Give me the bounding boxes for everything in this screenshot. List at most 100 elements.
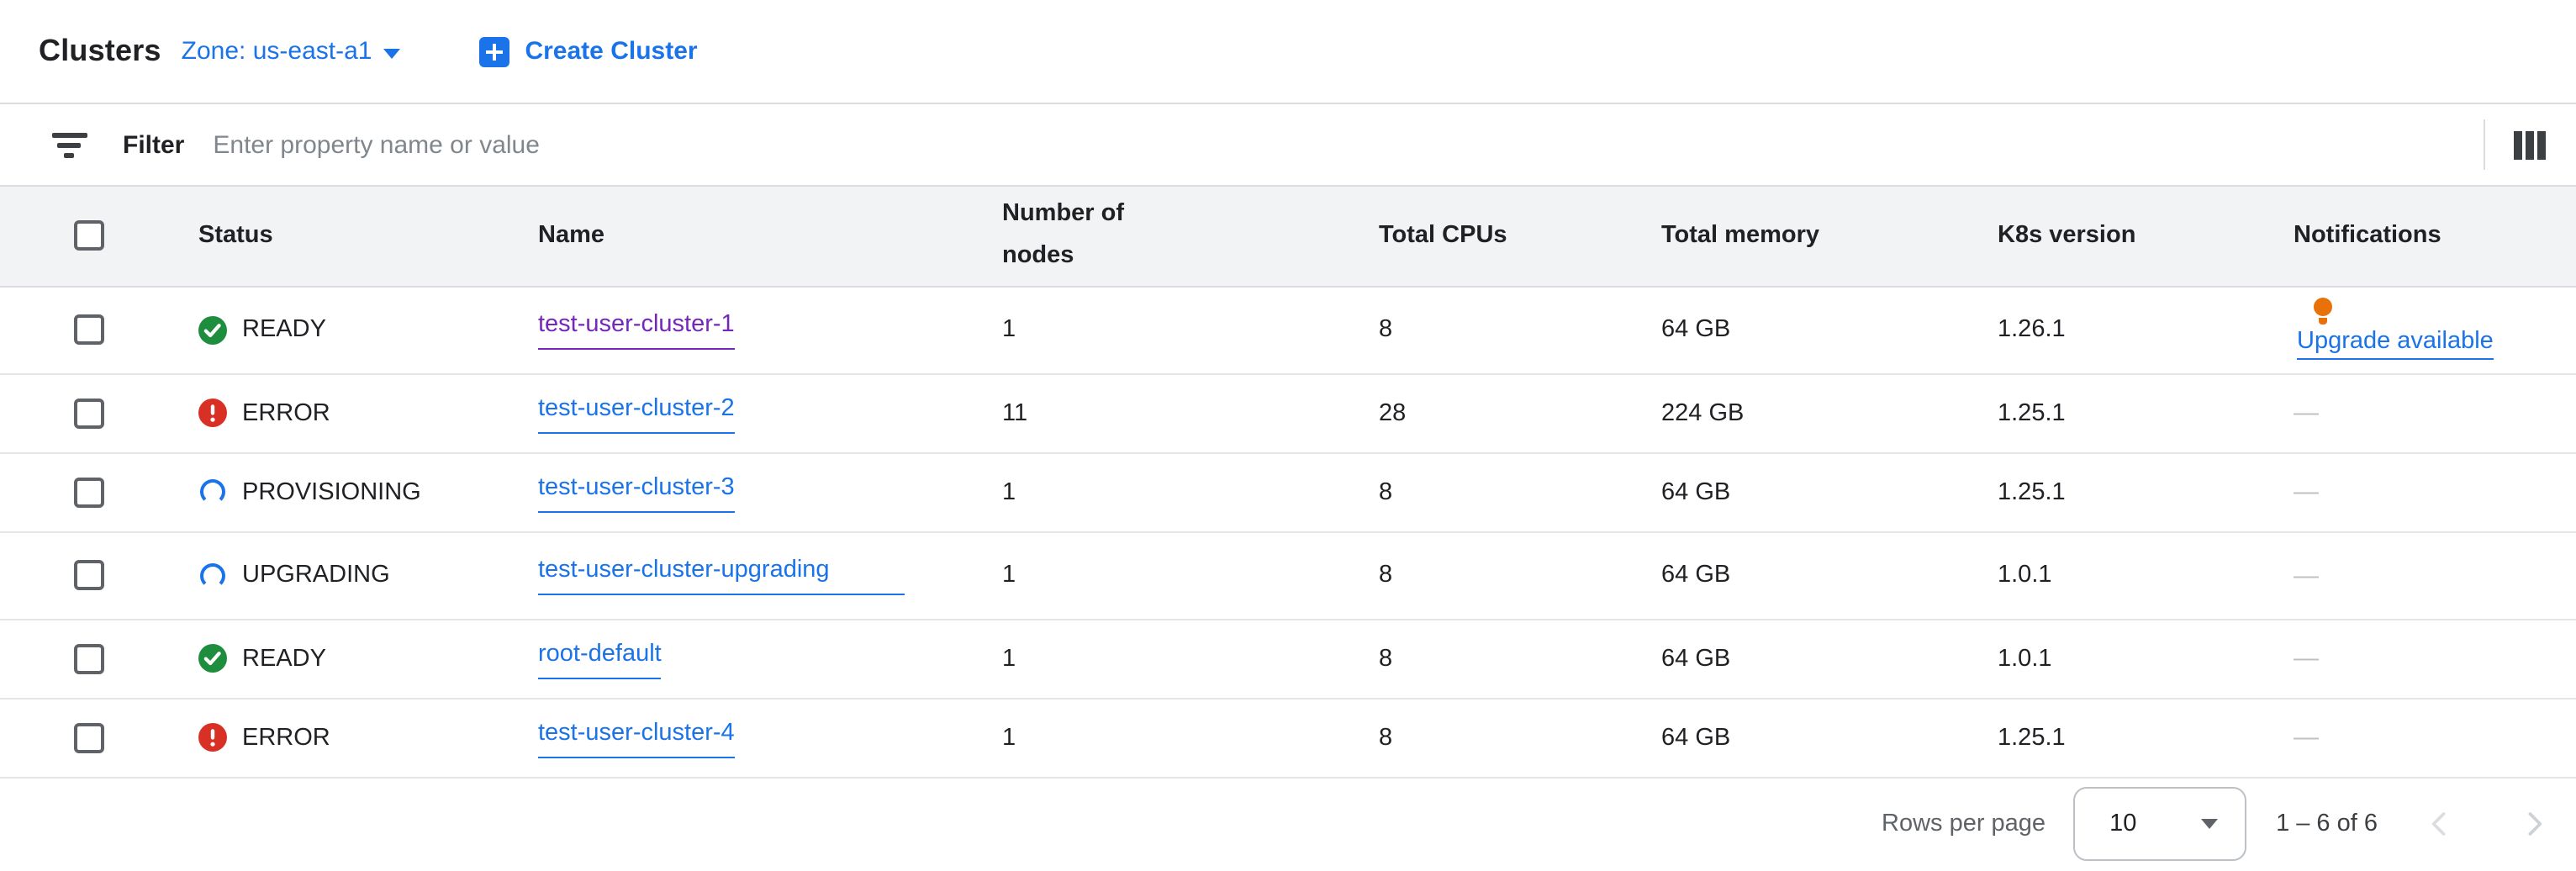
filter-bar: Filter — [0, 104, 2576, 187]
no-notification-dash: — — [2294, 723, 2319, 752]
table-row: UPGRADING test-user-cluster-upgrading 1 … — [0, 533, 2576, 620]
column-display-options-button[interactable] — [2507, 124, 2552, 166]
columns-icon — [2514, 130, 2522, 159]
plus-icon — [479, 36, 510, 66]
cluster-name-link[interactable]: test-user-cluster-3 — [538, 472, 735, 513]
create-cluster-label: Create Cluster — [525, 37, 698, 66]
row-checkbox[interactable] — [74, 722, 104, 753]
chevron-right-icon — [2528, 812, 2542, 837]
status-cell: PROVISIONING — [198, 479, 538, 506]
nodes-value: 11 — [1002, 399, 1028, 427]
column-header-status: Status — [198, 221, 273, 249]
cluster-name-link[interactable]: root-default — [538, 639, 662, 679]
row-checkbox[interactable] — [74, 398, 104, 429]
select-all-checkbox[interactable] — [74, 220, 104, 251]
rows-per-page-select[interactable]: 10 — [2072, 787, 2246, 862]
k8s-version-value: 1.25.1 — [1998, 478, 2066, 506]
no-notification-dash: — — [2294, 399, 2319, 428]
row-checkbox[interactable] — [74, 314, 104, 346]
upgrading-spinner-icon — [200, 562, 225, 589]
table-pagination: Rows per page 10 1 – 6 of 6 — [0, 779, 2576, 871]
cluster-name-link[interactable]: test-user-cluster-2 — [538, 393, 735, 434]
provisioning-spinner-icon — [200, 479, 225, 505]
k8s-version-value: 1.25.1 — [1998, 724, 2066, 752]
create-cluster-button[interactable]: Create Cluster — [479, 36, 698, 66]
nodes-value: 1 — [1002, 316, 1016, 344]
column-header-notifications: Notifications — [2294, 221, 2441, 249]
status-cell: UPGRADING — [198, 562, 538, 589]
k8s-version-value: 1.25.1 — [1998, 399, 2066, 427]
nodes-value: 1 — [1002, 724, 1016, 752]
zone-selector[interactable]: Zone: us-east-a1 — [182, 37, 401, 66]
table-row: READY root-default 1 8 64 GB 1.0.1 — — [0, 620, 2576, 699]
table-row: READY test-user-cluster-1 1 8 64 GB 1.26… — [0, 288, 2576, 375]
no-notification-dash: — — [2294, 478, 2319, 507]
error-status-icon — [198, 399, 227, 428]
nodes-value: 1 — [1002, 478, 1016, 506]
ready-status-icon — [198, 315, 227, 345]
status-label: READY — [242, 645, 326, 673]
filter-bar-divider — [2484, 119, 2485, 170]
row-checkbox[interactable] — [74, 477, 104, 508]
error-status-icon — [198, 723, 227, 752]
lightbulb-icon — [2314, 297, 2332, 325]
notification-cell: Upgrade available — [2294, 289, 2559, 372]
memory-value: 64 GB — [1661, 645, 1731, 673]
status-cell: READY — [198, 315, 538, 345]
ready-status-icon — [198, 644, 227, 673]
cpus-value: 8 — [1379, 316, 1393, 344]
filter-label: Filter — [123, 130, 185, 159]
status-label: PROVISIONING — [242, 478, 421, 506]
page-header: Clusters Zone: us-east-a1 Create Cluster — [0, 0, 2576, 104]
status-cell: ERROR — [198, 723, 538, 752]
chevron-down-icon — [2200, 819, 2218, 830]
cluster-name-link[interactable]: test-user-cluster-upgrading — [538, 556, 905, 596]
cpus-value: 8 — [1379, 645, 1393, 673]
cpus-value: 8 — [1379, 724, 1393, 752]
no-notification-dash: — — [2294, 561, 2319, 590]
nodes-value: 1 — [1002, 562, 1016, 589]
nodes-value: 1 — [1002, 645, 1016, 673]
row-checkbox[interactable] — [74, 643, 104, 674]
memory-value: 64 GB — [1661, 478, 1731, 506]
zone-selector-label: Zone: us-east-a1 — [181, 37, 372, 66]
rows-per-page-value: 10 — [2109, 810, 2137, 838]
column-header-nodes: Number of nodes — [1002, 200, 1124, 270]
rows-per-page-label: Rows per page — [1882, 810, 2046, 838]
column-header-name: Name — [538, 221, 604, 249]
table-row: PROVISIONING test-user-cluster-3 1 8 64 … — [0, 454, 2576, 533]
column-header-memory: Total memory — [1661, 221, 1820, 249]
row-checkbox[interactable] — [74, 560, 104, 591]
cpus-value: 28 — [1379, 399, 1407, 427]
status-cell: READY — [198, 644, 538, 673]
table-header-row: Status Name Number of nodes Total CPUs T… — [0, 187, 2576, 288]
cluster-name-link[interactable]: test-user-cluster-1 — [538, 310, 735, 351]
status-label: READY — [242, 316, 326, 344]
cluster-name-link[interactable]: test-user-cluster-4 — [538, 718, 735, 758]
filter-input[interactable] — [213, 130, 2484, 159]
k8s-version-value: 1.0.1 — [1998, 645, 2052, 673]
upgrade-available-link[interactable]: Upgrade available — [2297, 328, 2494, 360]
cpus-value: 8 — [1379, 562, 1393, 589]
status-cell: ERROR — [198, 399, 538, 428]
filter-icon — [50, 132, 87, 157]
table-row: ERROR test-user-cluster-2 11 28 224 GB 1… — [0, 375, 2576, 454]
status-label: ERROR — [242, 399, 330, 427]
memory-value: 64 GB — [1661, 316, 1731, 344]
previous-page-button[interactable] — [2421, 806, 2458, 843]
next-page-button[interactable] — [2515, 806, 2552, 843]
k8s-version-value: 1.26.1 — [1998, 316, 2066, 344]
memory-value: 64 GB — [1661, 562, 1731, 589]
column-header-cpus: Total CPUs — [1379, 221, 1507, 249]
table-row: ERROR test-user-cluster-4 1 8 64 GB 1.25… — [0, 699, 2576, 779]
status-label: ERROR — [242, 724, 330, 752]
no-notification-dash: — — [2294, 644, 2319, 673]
page-title: Clusters — [39, 34, 161, 67]
memory-value: 224 GB — [1661, 399, 1745, 427]
cpus-value: 8 — [1379, 478, 1393, 506]
chevron-left-icon — [2431, 812, 2446, 837]
k8s-version-value: 1.0.1 — [1998, 562, 2052, 589]
status-label: UPGRADING — [242, 562, 390, 589]
pagination-range: 1 – 6 of 6 — [2276, 810, 2378, 838]
